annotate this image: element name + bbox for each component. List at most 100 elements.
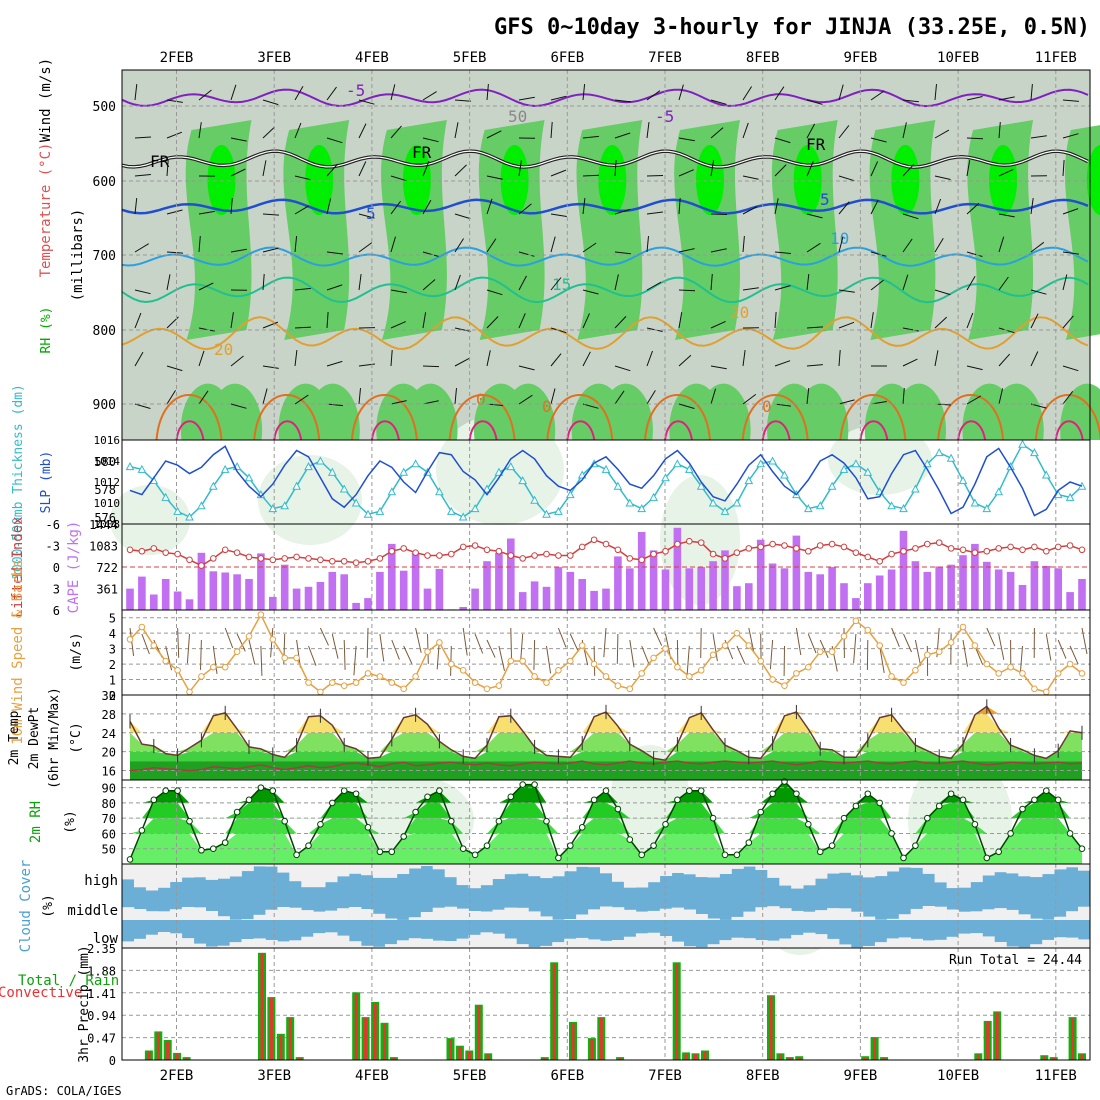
cloud-high-gap (600, 864, 613, 874)
thickness-point (292, 481, 301, 490)
wind10-speed-point (567, 657, 574, 665)
rh2m-point (912, 842, 919, 849)
cloud-gap (994, 942, 1007, 948)
wind10-speed-point (828, 648, 836, 656)
cloud-high-gap (301, 864, 314, 888)
cloud-gap (659, 936, 673, 948)
wind-barb (550, 213, 567, 217)
wind10-speed-point (971, 642, 979, 649)
cloud-gap (946, 936, 959, 948)
wind10-speed-point (162, 657, 169, 665)
thickness-point (696, 481, 706, 490)
wind-barb (166, 274, 171, 291)
cloud-gap (1066, 911, 1079, 920)
cloud-high-gap (803, 864, 816, 886)
cloud-gap (719, 940, 732, 948)
thickness-tick-label: 578 (94, 483, 116, 497)
thickness-point (518, 476, 528, 485)
wind10-speed-point (424, 648, 431, 656)
wind-barb (998, 276, 1009, 291)
thickness-point (316, 456, 325, 465)
wind10-speed-point (352, 679, 360, 686)
precip-tick-label: 0 (109, 1054, 116, 1068)
wind-barb (262, 388, 268, 405)
contour-label: 20 (730, 303, 749, 322)
cloud-gap (779, 908, 792, 920)
precip-convective-bar (778, 1054, 782, 1060)
lifted-index-point (150, 545, 158, 552)
wind10-speed-point (888, 673, 895, 680)
wind-barb (518, 203, 532, 215)
cloud-high-gap (755, 864, 768, 870)
thickness-point (863, 467, 873, 476)
cloud-gap (122, 907, 135, 920)
lifted-index-point (578, 543, 586, 551)
wind-barb (582, 289, 599, 295)
wind-barb (614, 365, 631, 372)
cloud-high-gap (958, 864, 971, 888)
wind-barb (358, 242, 373, 253)
cape-bar (756, 539, 765, 610)
wind10-speed-point (590, 660, 598, 668)
cloud-gap (970, 911, 983, 920)
precip-convective-bar (599, 1018, 603, 1060)
cape-bar (507, 538, 515, 610)
cloud-high-gap (157, 864, 171, 888)
cloud-gap (193, 907, 206, 920)
cloud-gap (444, 906, 457, 920)
precip-convective-bar (552, 963, 556, 1060)
wind-barb (870, 279, 884, 291)
wind-barb (326, 163, 338, 177)
cloud-gap (540, 916, 553, 920)
cloud-high-gap (731, 864, 744, 869)
cloud-gap (301, 910, 314, 920)
thickness-point (970, 498, 980, 507)
thickness-point (922, 459, 932, 468)
thickness-tick-label: 580 (94, 455, 116, 469)
wind-barb (614, 132, 631, 139)
cape-bar (947, 564, 955, 610)
lifted-index-point (126, 546, 134, 554)
wind10-tick-label: 5 (109, 612, 116, 626)
thickness-point (280, 501, 290, 510)
rh2m-point (162, 787, 169, 794)
precip-convective-bar (147, 1051, 151, 1060)
cloud-gap (600, 940, 613, 948)
thickness-point (1030, 448, 1039, 457)
wind-barb (262, 99, 279, 106)
wind-barb (966, 251, 983, 257)
precip-convective-bar (364, 1018, 368, 1060)
cloud-gap (755, 940, 768, 948)
precip-convective-bar (175, 1053, 179, 1060)
wind-barb (934, 289, 951, 296)
rh2m-point (852, 802, 860, 810)
wind-barb (966, 137, 984, 140)
date-label-bottom: 4FEB (355, 1068, 389, 1084)
rh2m-point (483, 842, 491, 849)
thickness-point (208, 481, 218, 490)
cloud-level-label: high (84, 873, 118, 889)
cloud-high-gap (623, 864, 637, 888)
wind10-speed-point (126, 636, 134, 643)
wind-barb (582, 135, 599, 139)
cloud-level-label: low (93, 931, 119, 947)
wind10-speed-point (531, 673, 538, 680)
lifted-index-point (388, 547, 396, 555)
cloud-gap (552, 942, 565, 948)
wind-barb (742, 206, 758, 215)
pressure-tick-label: 500 (93, 100, 116, 115)
wind-barb (390, 84, 396, 101)
contour-label: 0 (542, 397, 552, 416)
wind-barb (678, 137, 695, 142)
cloud-high-gap (396, 864, 410, 874)
wind-barb (902, 99, 919, 103)
wind-barb (902, 122, 907, 139)
cloud-high-gap (1030, 864, 1043, 878)
wind-barb (742, 175, 759, 180)
precip-convective-bar (863, 1057, 867, 1060)
rh2m-point (138, 827, 146, 834)
cloud-gap (134, 909, 147, 920)
thickness-point (220, 464, 230, 473)
wind-barb (870, 199, 879, 215)
cloud-high-gap (1054, 864, 1067, 870)
